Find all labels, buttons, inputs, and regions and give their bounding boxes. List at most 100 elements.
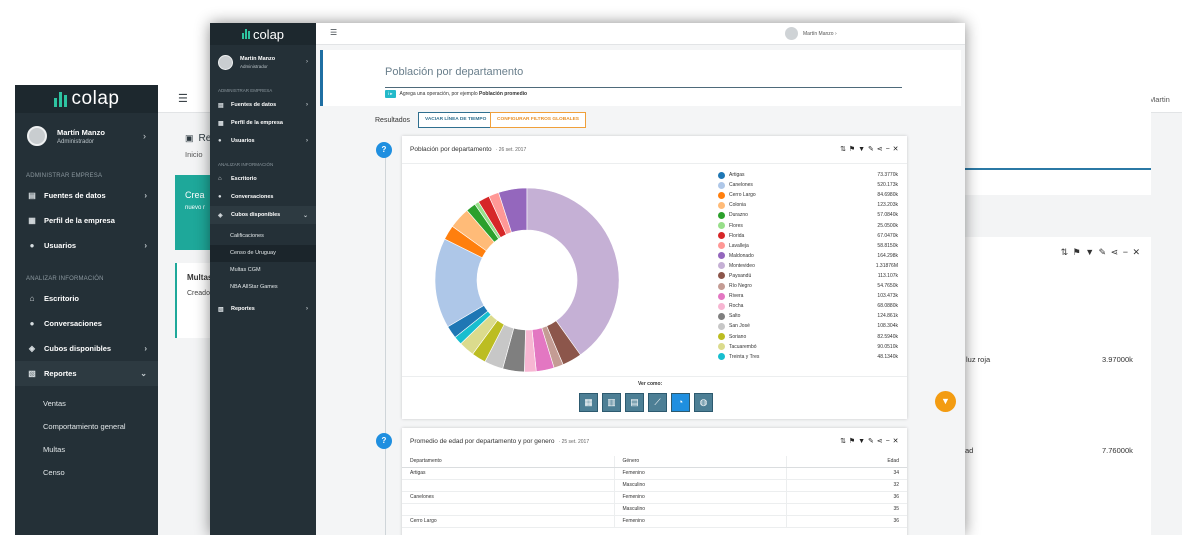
map-globe-icon[interactable]: ◍ (694, 393, 713, 412)
horizontal-bar-icon[interactable]: ▤ (625, 393, 644, 412)
front-user-panel[interactable]: Martín Manzo Administrador › (210, 45, 316, 79)
legend-item[interactable]: Colonia 123.203k (718, 200, 898, 210)
legend-item[interactable]: Montevideo 1.31876M (718, 261, 898, 271)
view-as-buttons: ▦ ▥ ▤ ⟋ ◔ ◍ (579, 393, 713, 412)
legend-item[interactable]: San José 108.304k (718, 321, 898, 331)
hint-example: Población promedio (479, 91, 528, 97)
sidebar-subitem-multas[interactable]: Multas (43, 445, 66, 454)
legend-label: San José (729, 323, 750, 330)
column-header[interactable]: Edad (785, 456, 907, 468)
back-brand-logo[interactable]: colap (15, 85, 158, 113)
clear-timeline-button[interactable]: VACIAR LÍNEA DE TIEMPO (418, 112, 494, 128)
legend-item[interactable]: Salto 124.861k (718, 311, 898, 321)
query-header: Población por departamento i ▸ Agrega un… (320, 50, 961, 106)
legend-item[interactable]: Cerro Largo 84.6980k (718, 190, 898, 200)
sidebar-item-reportes[interactable]: ▧ Reportes › (210, 300, 316, 318)
topbar-user[interactable]: Martín Manzo › (803, 31, 837, 37)
sidebar-subitem-censo-uruguay[interactable]: Censo de Uruguay (210, 245, 316, 262)
topbar-user-name[interactable]: Martin (1149, 95, 1170, 104)
topbar-user-name: Martín Manzo (803, 31, 834, 37)
back-user-panel[interactable]: Martín Manzo Administrador › (15, 113, 158, 159)
sidebar-item-fuentes[interactable]: ▤ Fuentes de datos › (15, 183, 158, 208)
pie-chart-icon[interactable]: ◔ (671, 393, 690, 412)
legend-item[interactable]: Maldonado 164.298k (718, 251, 898, 261)
hamburger-menu-icon[interactable]: ☰ (330, 28, 338, 37)
sidebar-item-conversaciones[interactable]: ● Conversaciones (15, 311, 158, 336)
breadcrumb[interactable]: Inicio (185, 150, 203, 159)
legend-label: Cerro Largo (729, 192, 756, 199)
help-button[interactable]: ? (376, 433, 392, 449)
legend-swatch (718, 312, 725, 320)
column-header[interactable]: Género (613, 456, 786, 468)
sidebar-subitem-censo[interactable]: Censo (43, 468, 65, 477)
legend-item[interactable]: Durazno 57.0840k (718, 210, 898, 220)
legend-swatch (718, 333, 725, 341)
sidebar-item-perfil[interactable]: ▦ Perfil de la empresa (210, 114, 316, 132)
card-divider (402, 163, 907, 164)
table-row: Canelones Femenino 36 (402, 491, 907, 504)
legend-item[interactable]: Río Negro 54.7650k (718, 281, 898, 291)
pie-slice-treinta-y-tres[interactable] (454, 310, 492, 345)
colap-logo-icon (53, 91, 67, 107)
column-header[interactable]: Departamento (402, 456, 614, 468)
hamburger-menu-icon[interactable]: ☰ (178, 93, 188, 105)
database-icon: ▤ (218, 102, 224, 109)
table-row: Masculino 35 (402, 503, 907, 516)
legend-item[interactable]: Treinta y Tres 48.1340k (718, 352, 898, 362)
bar-chart-icon[interactable]: ▥ (602, 393, 621, 412)
line-chart-icon[interactable]: ⟋ (648, 393, 667, 412)
legend-value: 520.173k (877, 182, 898, 189)
legend-item[interactable]: Soriano 82.5940k (718, 332, 898, 342)
colap-logo-icon (241, 29, 250, 39)
sidebar-subitem-ventas[interactable]: Ventas (43, 399, 66, 408)
sidebar-item-escritorio[interactable]: ⌂ Escritorio (15, 286, 158, 311)
legend-value: 57.0840k (877, 212, 898, 219)
sidebar-item-cubos[interactable]: ◈ Cubos disponibles ⌄ (210, 206, 316, 224)
report-icon: ▧ (218, 306, 224, 313)
sidebar-item-conversaciones[interactable]: ● Conversaciones (210, 188, 316, 206)
pie-slice-montevideo[interactable] (526, 187, 620, 356)
query-title[interactable]: Población por departamento (385, 66, 524, 78)
sidebar-subitem-comportamiento[interactable]: Comportamiento general (43, 422, 126, 431)
table-card: Promedio de edad por departamento y por … (402, 428, 907, 535)
legend-item[interactable]: Tacuarembó 90.0510k (718, 342, 898, 352)
legend-label: Montevideo (729, 262, 755, 269)
sidebar-item-escritorio[interactable]: ⌂ Escritorio (210, 170, 316, 188)
table-row: Cerro Largo Femenino 36 (402, 515, 907, 528)
sidebar-subitem-nba[interactable]: NBA AllStar Games (230, 284, 278, 290)
user-role: Administrador (240, 63, 268, 69)
sidebar-item-usuarios[interactable]: ● Usuarios › (210, 132, 316, 150)
legend-label: Canelones (729, 182, 753, 189)
legend-item[interactable]: Rocha 68.0880k (718, 301, 898, 311)
sidebar-item-fuentes[interactable]: ▤ Fuentes de datos › (210, 96, 316, 114)
card-toolbar-icons[interactable]: ⇅ ⚑ ▼ ✎ ⋖ − ✕ (840, 146, 899, 153)
card-toolbar-icons[interactable]: ⇅ ⚑ ▼ ✎ ⋖ − ✕ (840, 438, 899, 445)
filter-fab-icon[interactable]: ▼ (935, 391, 956, 412)
sidebar-item-reportes[interactable]: ▧ Reportes ⌄ (15, 361, 158, 386)
legend-label: Río Negro (729, 283, 752, 290)
table-header-row: Departamento Género Edad (402, 456, 907, 468)
table-view-icon[interactable]: ▦ (579, 393, 598, 412)
card-toolbar-icons[interactable]: ⇅ ⚑ ▼ ✎ ⋖ − ✕ (1060, 247, 1141, 257)
legend-swatch (718, 343, 725, 351)
front-brand-logo[interactable]: colap (210, 23, 316, 45)
chevron-right-icon: › (144, 191, 147, 200)
legend-item[interactable]: Artigas 73.3770k (718, 170, 898, 180)
legend-swatch (718, 211, 725, 219)
global-filters-button[interactable]: CONFIGURAR FILTROS GLOBALES (490, 112, 586, 128)
legend-item[interactable]: Canelones 520.173k (718, 180, 898, 190)
sidebar-subitem-multas-cgm[interactable]: Multas CGM (230, 267, 261, 273)
legend-item[interactable]: Paysandú 113.107k (718, 271, 898, 281)
table-cell: 34 (785, 467, 907, 480)
sidebar-subitem-calificaciones[interactable]: Calificaciones (230, 233, 264, 239)
card-header: Promedio de edad por departamento y por … (410, 438, 589, 445)
legend-item[interactable]: Rivera 103.473k (718, 291, 898, 301)
sidebar-item-cubos[interactable]: ◈ Cubos disponibles › (15, 336, 158, 361)
legend-item[interactable]: Lavalleja 58.8150k (718, 241, 898, 251)
legend-item[interactable]: Flores 25.0500k (718, 220, 898, 230)
legend-item[interactable]: Florida 67.0470k (718, 231, 898, 241)
sidebar-item-usuarios[interactable]: ● Usuarios › (15, 233, 158, 258)
help-button[interactable]: ? (376, 142, 392, 158)
topbar-avatar[interactable] (785, 27, 798, 40)
sidebar-item-perfil[interactable]: ▦ Perfil de la empresa (15, 208, 158, 233)
